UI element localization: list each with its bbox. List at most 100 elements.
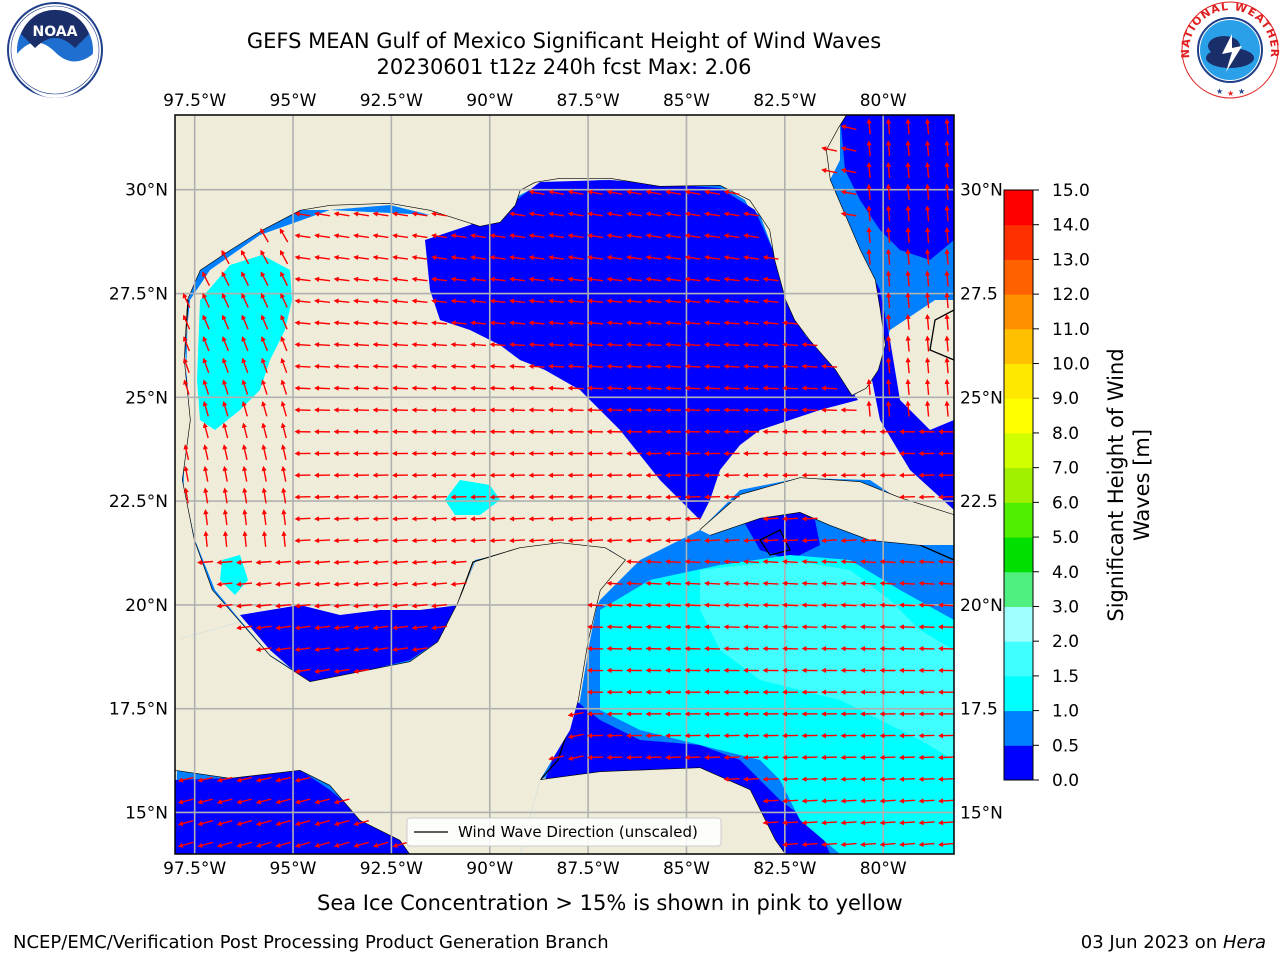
- wave-arrow: [528, 320, 545, 326]
- wave-arrow: [879, 429, 896, 435]
- wave-arrow: [723, 624, 740, 630]
- wave-arrow: [704, 342, 721, 348]
- wave-arrow: [918, 733, 935, 739]
- wave-arrow: [860, 798, 877, 804]
- wave-arrow: [261, 487, 267, 504]
- wave-arrow: [489, 494, 506, 500]
- wave-arrow: [645, 276, 662, 282]
- wave-arrow: [782, 798, 799, 804]
- wave-arrow: [723, 363, 740, 370]
- wave-arrow: [821, 385, 838, 391]
- wave-arrow: [782, 450, 799, 457]
- colorbar-segment-2: [1004, 675, 1033, 712]
- wave-arrow: [528, 516, 545, 522]
- wave-arrow: [899, 711, 916, 717]
- wave-arrow: [431, 603, 448, 609]
- wave-arrow: [509, 494, 526, 500]
- wave-arrow: [450, 581, 467, 587]
- wave-arrow: [762, 733, 779, 739]
- lat-label-right-5: 17.5: [960, 700, 998, 720]
- wave-arrow: [567, 429, 584, 435]
- wave-arrow: [743, 342, 760, 348]
- wave-arrow: [723, 559, 740, 565]
- wave-arrow: [840, 146, 857, 152]
- wave-arrow: [567, 211, 584, 217]
- wave-arrow: [899, 841, 916, 848]
- wave-arrow: [216, 820, 233, 827]
- wave-arrow: [723, 711, 740, 717]
- wave-arrow: [879, 667, 896, 674]
- wave-arrow: [684, 754, 701, 761]
- wave-arrow: [392, 233, 409, 239]
- wave-arrow: [944, 378, 950, 395]
- wave-arrow: [567, 342, 584, 348]
- wave-arrow: [294, 559, 311, 565]
- wave-arrow: [567, 450, 584, 457]
- wave-arrow: [801, 385, 818, 391]
- wave-arrow: [587, 754, 604, 761]
- wave-arrow: [314, 342, 331, 348]
- wave-arrow: [333, 450, 350, 457]
- wave-arrow: [528, 450, 545, 457]
- wave-arrow: [743, 711, 760, 717]
- wave-arrow: [353, 603, 370, 609]
- wave-arrow: [392, 646, 409, 652]
- wave-arrow: [723, 689, 740, 695]
- wave-arrow: [489, 298, 506, 304]
- wave-arrow: [392, 276, 409, 282]
- wave-arrow: [279, 249, 289, 265]
- wave-arrow: [489, 363, 506, 370]
- wave-arrow: [665, 667, 682, 674]
- wave-arrow: [587, 385, 604, 391]
- wave-arrow: [743, 602, 760, 608]
- wave-arrow: [918, 429, 935, 435]
- wave-arrow: [821, 711, 838, 717]
- lat-label-right-2: 25°N: [960, 388, 1003, 408]
- wave-arrow: [509, 211, 526, 217]
- lat-label-right-1: 27.5: [960, 285, 998, 305]
- wave-arrow: [411, 429, 428, 435]
- colorbar-segment-9: [1004, 432, 1033, 469]
- wave-arrow: [280, 271, 289, 287]
- footer-agency: NCEP/EMC/Verification Post Processing Pr…: [13, 932, 609, 953]
- wave-arrow: [294, 342, 311, 348]
- wave-arrow: [860, 689, 877, 695]
- wave-arrow: [704, 189, 721, 195]
- wave-arrow: [255, 581, 272, 587]
- wave-arrow: [665, 429, 682, 435]
- wave-arrow: [294, 494, 311, 500]
- wave-arrow: [260, 336, 269, 352]
- wave-arrow: [509, 342, 526, 348]
- map-panel: [175, 115, 954, 854]
- wave-arrow: [860, 841, 877, 848]
- wave-arrow: [236, 841, 252, 848]
- wave-arrow: [925, 161, 931, 178]
- wave-arrow: [509, 537, 526, 544]
- wave-arrow: [762, 472, 779, 478]
- wave-arrow: [222, 487, 228, 504]
- wave-arrow: [944, 161, 950, 178]
- wave-arrow: [938, 624, 954, 630]
- noaa-logo: NOAA: [7, 2, 103, 98]
- wave-arrow: [899, 494, 916, 500]
- colorbar-segment-1: [1004, 710, 1033, 746]
- wave-arrow: [704, 320, 721, 326]
- wave-arrow: [216, 559, 233, 565]
- wave-arrow: [905, 205, 911, 222]
- wave-arrow: [177, 798, 194, 805]
- wave-arrow: [918, 754, 935, 761]
- wave-arrow: [221, 314, 230, 330]
- wave-arrow: [801, 841, 818, 848]
- wave-arrow: [333, 559, 350, 565]
- wave-arrow: [202, 357, 210, 374]
- wave-arrow: [801, 798, 818, 804]
- wave-arrow: [548, 363, 565, 370]
- wave-arrow: [762, 298, 779, 304]
- wave-arrow: [567, 537, 584, 544]
- wave-arrow: [294, 516, 311, 522]
- land-texas-mexico: [175, 300, 240, 640]
- wave-arrow: [221, 292, 230, 308]
- wave-arrow: [782, 733, 799, 739]
- wave-arrow: [548, 342, 565, 348]
- wave-arrow: [704, 537, 721, 544]
